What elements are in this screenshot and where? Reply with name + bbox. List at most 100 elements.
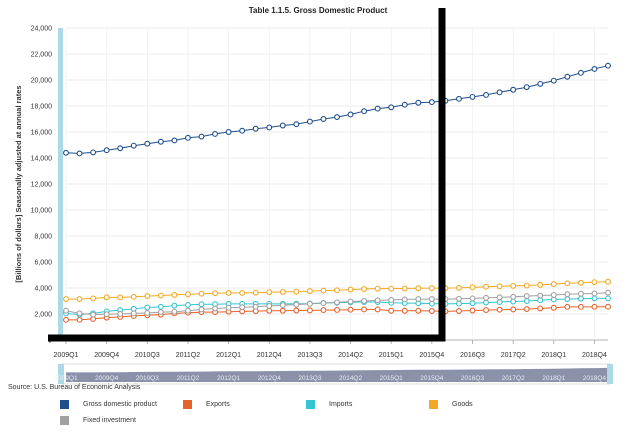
data-point-gross-domestic-product <box>401 101 408 108</box>
data-point-fixed-investment <box>577 290 584 297</box>
data-point-imports <box>577 295 584 302</box>
navigator-label: 2018Q4 <box>583 375 607 382</box>
data-point-exports <box>577 303 584 310</box>
data-point-gross-domestic-product <box>279 122 286 129</box>
navigator-label: 2013Q3 <box>298 375 322 382</box>
x-tick-label: 2013Q3 <box>297 352 322 359</box>
data-point-imports <box>157 303 164 310</box>
data-point-goods <box>469 284 476 291</box>
data-point-exports <box>388 307 395 314</box>
data-point-goods <box>157 292 164 299</box>
data-point-fixed-investment <box>496 294 503 301</box>
data-point-exports <box>537 305 544 312</box>
data-point-gross-domestic-product <box>293 121 300 128</box>
data-point-fixed-investment <box>198 306 205 313</box>
data-point-fixed-investment <box>185 307 191 314</box>
x-tick-label: 2012Q4 <box>257 352 282 359</box>
chart: Table 1.1.5. Gross Domestic Product [Bil… <box>14 6 613 385</box>
navigator-label: 2018Q1 <box>542 375 566 382</box>
data-point-fixed-investment <box>483 294 489 301</box>
legend-item-imports[interactable]: Imports <box>306 400 352 409</box>
navigator-label: 2010Q3 <box>136 375 160 382</box>
data-point-fixed-investment <box>347 298 354 305</box>
data-point-goods <box>90 295 97 302</box>
data-point-goods <box>117 294 124 301</box>
data-point-goods <box>388 285 395 292</box>
data-point-exports <box>415 307 422 314</box>
data-point-exports <box>401 307 408 314</box>
legend-label: Imports <box>329 401 353 408</box>
data-point-gross-domestic-product <box>144 140 151 147</box>
data-point-goods <box>374 285 381 292</box>
data-point-goods <box>415 285 422 292</box>
data-point-exports <box>306 307 313 314</box>
data-point-goods <box>103 294 110 301</box>
data-point-goods <box>523 282 530 289</box>
data-point-gross-domestic-product <box>496 89 503 96</box>
y-tick-label: 14,000 <box>31 156 53 163</box>
legend-label: Gross domestic product <box>83 401 157 408</box>
navigator-label: 2015Q4 <box>420 375 444 382</box>
y-ticks: 02,0004,0006,0008,00010,00012,00014,0001… <box>31 26 53 345</box>
legend-item-exports[interactable]: Exports <box>183 400 230 409</box>
data-point-fixed-investment <box>591 290 598 297</box>
x-tick-label: 2011Q2 <box>176 352 200 359</box>
data-point-fixed-investment <box>76 310 83 317</box>
data-point-fixed-investment <box>605 289 611 296</box>
data-point-gross-domestic-product <box>577 69 584 76</box>
data-point-fixed-investment <box>374 297 381 304</box>
data-point-goods <box>334 287 340 294</box>
data-point-imports <box>171 302 178 309</box>
data-point-goods <box>266 289 273 296</box>
navigator-label: 2009Q1 <box>54 375 78 382</box>
data-point-goods <box>293 288 300 295</box>
data-point-gross-domestic-product <box>117 145 124 152</box>
data-point-fixed-investment <box>117 311 124 317</box>
legend-item-fixed-investment[interactable]: Fixed investment <box>60 416 136 425</box>
data-point-gross-domestic-product <box>361 108 368 115</box>
data-point-gross-domestic-product <box>374 105 381 112</box>
data-point-gross-domestic-product <box>320 116 327 122</box>
data-point-gross-domestic-product <box>483 91 489 98</box>
x-tick-label: 2018Q1 <box>541 352 566 359</box>
legend-item-gdp[interactable]: Gross domestic product <box>60 400 157 409</box>
y-tick-label: 8,000 <box>34 234 52 241</box>
data-point-gross-domestic-product <box>252 125 259 132</box>
x-tick-label: 2014Q2 <box>338 352 363 359</box>
y-tick-label: 16,000 <box>31 130 53 137</box>
legend-item-goods[interactable]: Goods <box>429 400 473 409</box>
data-point-gross-domestic-product <box>103 147 110 154</box>
navigator-label: 2016Q3 <box>461 375 485 382</box>
navigator-handle-left[interactable] <box>58 364 64 384</box>
data-point-imports <box>185 301 191 308</box>
data-point-exports <box>63 316 69 323</box>
overlay-frame <box>48 8 446 342</box>
data-point-exports <box>279 307 286 314</box>
x-ticks: 2009Q1 2009Q4 2010Q3 2011Q2 2012Q1 2012Q4 2013… <box>54 340 607 359</box>
data-point-exports <box>605 303 611 310</box>
data-point-gross-domestic-product <box>469 93 476 100</box>
navigator-label: 2011Q2 <box>177 375 200 382</box>
navigator-handle-right[interactable] <box>607 364 613 384</box>
data-point-gross-domestic-product <box>347 111 354 118</box>
y-tick-label: 4,000 <box>34 286 52 293</box>
data-point-goods <box>63 296 69 302</box>
data-point-imports <box>537 297 544 304</box>
x-tick-label: 2018Q4 <box>582 352 607 359</box>
navigator-labels: 2009Q1 2009Q4 2010Q3 2011Q2 2012Q1 2012Q4 2013… <box>54 375 606 382</box>
data-point-goods <box>577 279 584 286</box>
data-point-exports <box>550 304 557 311</box>
range-navigator[interactable]: 2009Q1 2009Q4 2010Q3 2011Q2 2012Q1 2012Q4 2013… <box>54 363 613 385</box>
legend-label: Goods <box>452 401 473 408</box>
data-point-gross-domestic-product <box>605 62 611 69</box>
data-point-gross-domestic-product <box>76 150 83 157</box>
data-point-fixed-investment <box>388 297 395 303</box>
data-point-fixed-investment <box>306 300 313 307</box>
data-point-goods <box>591 279 598 286</box>
x-tick-label: 2017Q2 <box>501 352 526 359</box>
x-tick-label: 2009Q4 <box>94 352 119 359</box>
data-point-imports <box>510 298 517 305</box>
data-point-gross-domestic-product <box>198 133 205 140</box>
data-point-fixed-investment <box>510 293 517 300</box>
data-point-goods <box>401 285 408 292</box>
